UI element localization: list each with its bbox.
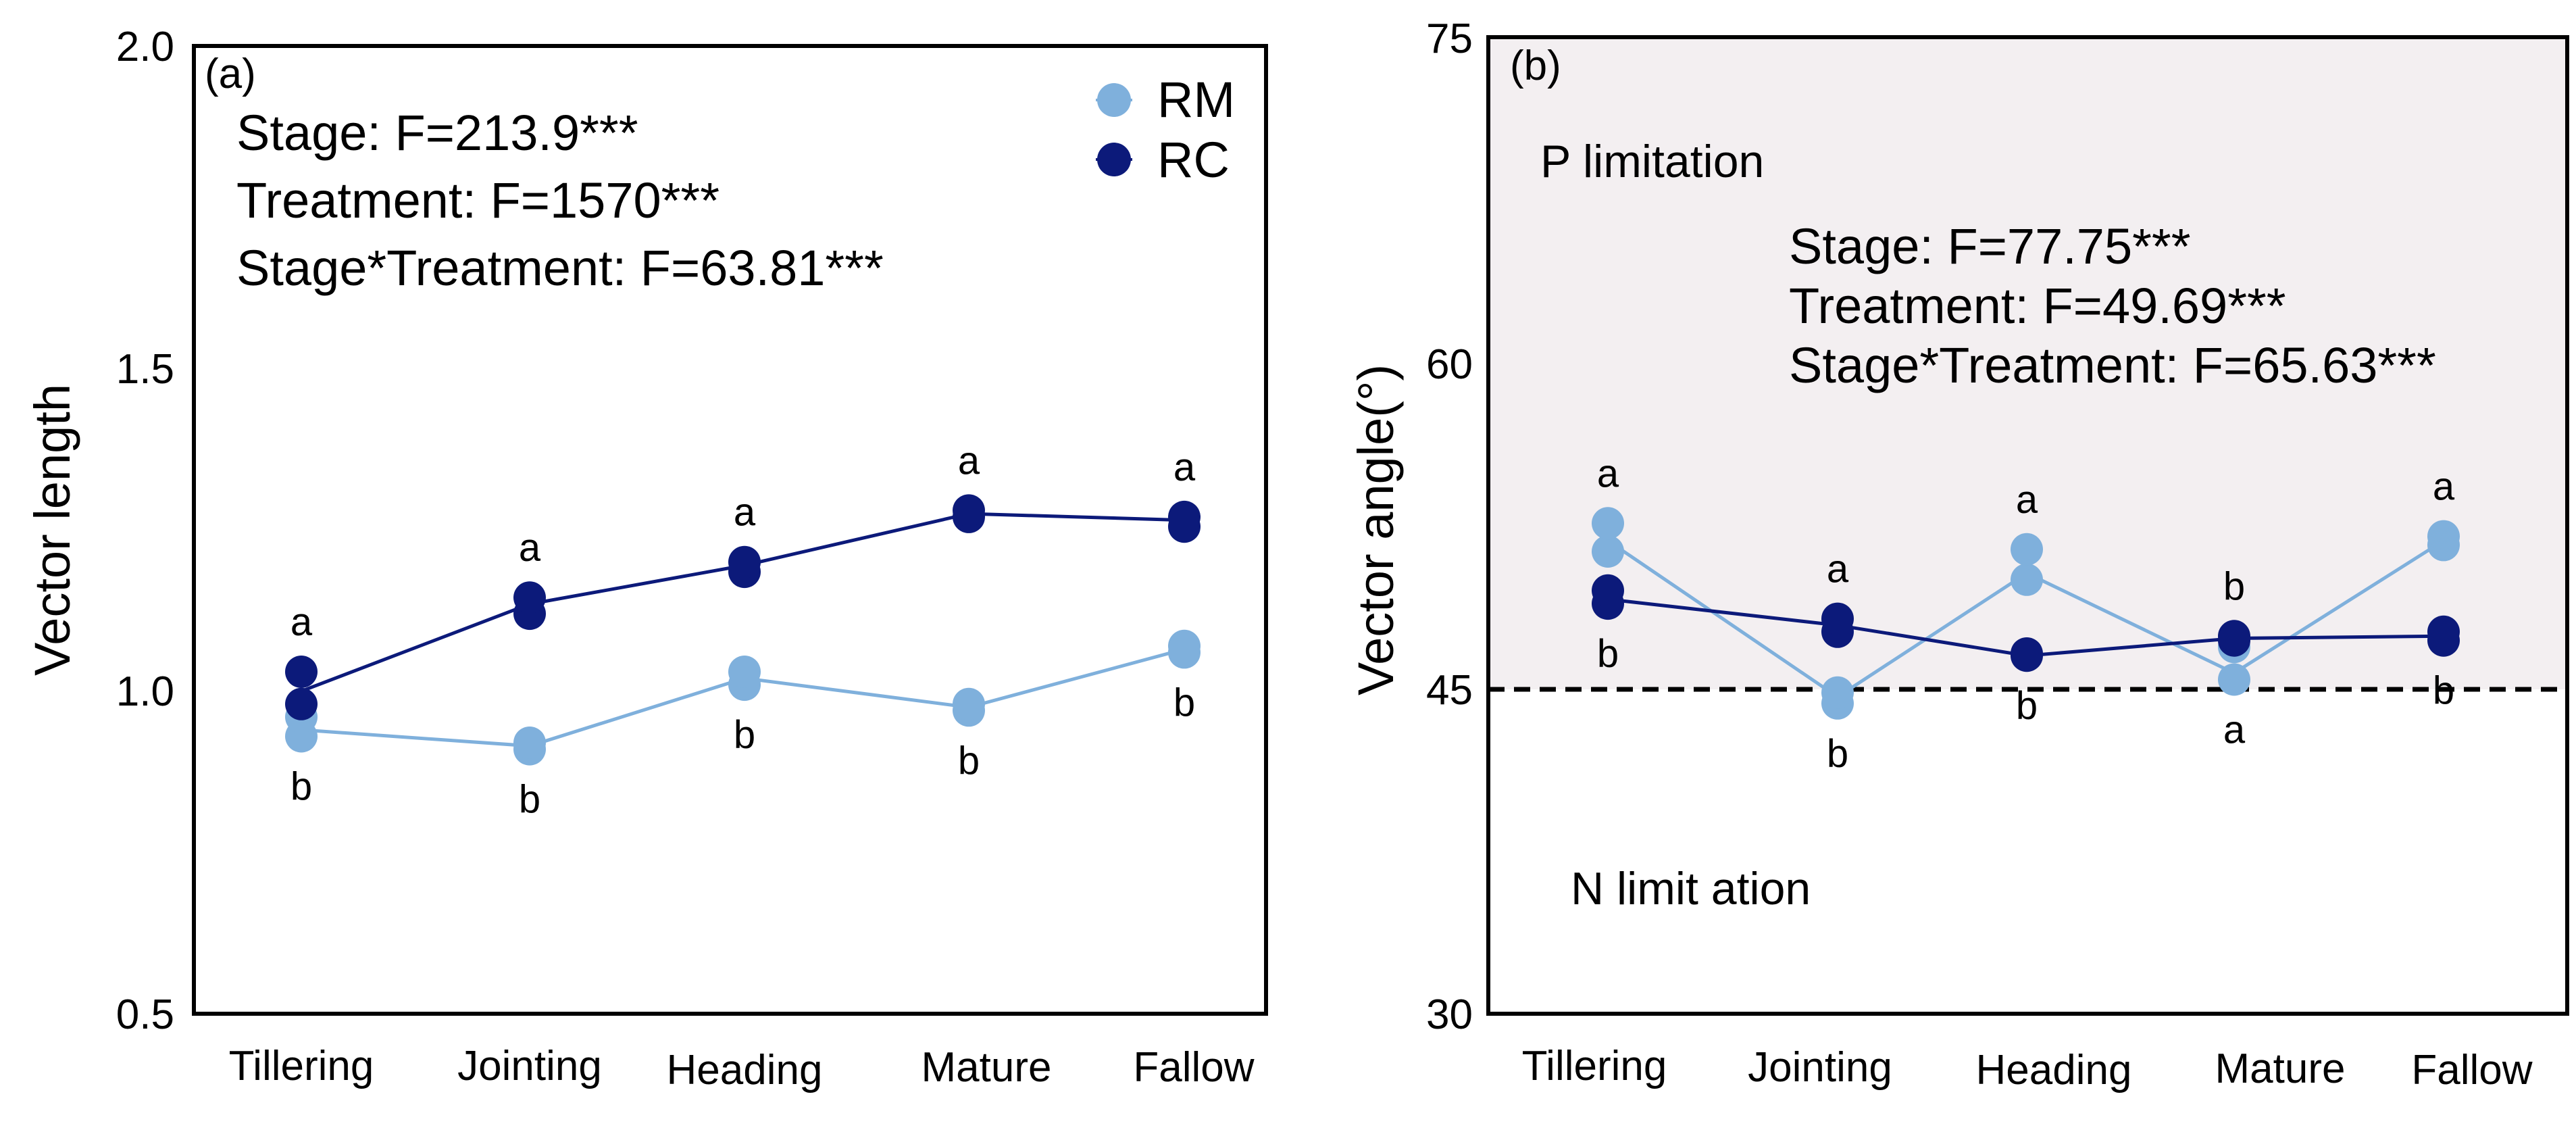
panel-a-x-tick-label: Tillering xyxy=(229,1043,374,1089)
panel-a-stat-treatment: Treatment: F=1570*** xyxy=(236,172,719,228)
panel-b-rm-significance-letter: a xyxy=(2433,465,2455,509)
panel-b-label: (b) xyxy=(1510,43,1561,89)
panel-a-x-tick-label: Heading xyxy=(667,1047,823,1093)
panel-a-y-tick-label: 0.5 xyxy=(116,991,174,1038)
legend-rc-label: RC xyxy=(1157,132,1230,188)
panel-b-rc-significance-letter: b xyxy=(2223,564,2245,608)
panel-b-rm-point xyxy=(1592,535,1624,568)
panel-b-rc-point xyxy=(2218,620,2250,653)
panel-b-x-tick-label: Heading xyxy=(1976,1047,2132,1093)
panel-a-rm-significance-letter: b xyxy=(519,778,540,822)
panel-b-stat-interaction: Stage*Treatment: F=65.63*** xyxy=(1789,337,2436,393)
panel-b-rc-point xyxy=(1592,574,1624,607)
panel-b-rm-point xyxy=(1821,676,1854,709)
panel-b-y-tick-label: 75 xyxy=(1426,16,1473,62)
panel-a-x-tick-label: Fallow xyxy=(1133,1044,1254,1091)
panel-a-rm-significance-letter: b xyxy=(958,739,980,783)
legend-rc-marker xyxy=(1097,143,1131,176)
panel-a-rc-point xyxy=(728,545,761,579)
panel-a-rc-point xyxy=(285,687,318,720)
panel-a-rc-point xyxy=(285,656,318,688)
panel-b-rm-point xyxy=(2218,663,2250,696)
panel-b-stat-treatment: Treatment: F=49.69*** xyxy=(1789,278,2286,334)
panel-a-rm-point xyxy=(1168,629,1201,662)
panel-b-rc-significance-letter: b xyxy=(2016,684,2038,728)
panel-a-plot-area xyxy=(192,44,1268,1016)
panel-b-y-tick-label: 30 xyxy=(1426,991,1473,1038)
panel-a-rm-significance-letter: b xyxy=(1173,681,1195,724)
panel-b-y-tick-label: 60 xyxy=(1426,341,1473,388)
panel-a-rc-point xyxy=(513,581,546,614)
panel-a-rm-point xyxy=(953,687,985,720)
panel-a-rm-significance-letter: b xyxy=(734,713,755,757)
panel-b-plot-area xyxy=(1486,35,2569,1016)
panel-a-y-axis-title: Vector length xyxy=(24,384,80,676)
panel-a-rc-point xyxy=(953,494,985,527)
panel-a-rm-point xyxy=(513,727,546,759)
panel-a-rc-point xyxy=(1168,500,1201,533)
panel-a-rm-point xyxy=(728,656,761,688)
panel-a-stat-interaction: Stage*Treatment: F=63.81*** xyxy=(236,240,884,296)
panel-b-y-tick-label: 45 xyxy=(1426,667,1473,714)
panel-b-rm-point xyxy=(1592,507,1624,540)
panel-a-rc-significance-letter: a xyxy=(1173,445,1196,489)
panel-b-rm-significance-letter: a xyxy=(2016,478,2038,522)
panel-a-label: (a) xyxy=(205,51,256,97)
panel-a: Vector length 0.5 1.0 1.5 2.0 Tillering … xyxy=(24,24,1268,1093)
panel-b-rm-significance-letter: b xyxy=(1827,732,1848,776)
panel-a-y-tick-label: 1.5 xyxy=(116,346,174,393)
panel-b-rm-significance-letter: a xyxy=(2223,708,2246,752)
panel-b: Vector angle(°) 30 45 60 75 Tillering Jo… xyxy=(1348,16,2569,1093)
panel-b-x-tick-label: Mature xyxy=(2215,1045,2346,1092)
legend-rm-marker xyxy=(1097,83,1131,117)
panel-a-y-tick-label: 2.0 xyxy=(116,24,174,70)
panel-b-rm-point xyxy=(2427,520,2460,553)
panel-b-rm-significance-letter: a xyxy=(1597,451,1619,495)
panel-b-x-tick-label: Jointing xyxy=(1748,1044,1892,1091)
panel-b-n-limitation-label: N limit ation xyxy=(1571,863,1811,914)
panel-b-stat-stage: Stage: F=77.75*** xyxy=(1789,218,2191,274)
panel-b-rc-point xyxy=(2011,637,2043,670)
panel-a-marks: b b b b b a a a a a xyxy=(285,439,1201,822)
panel-b-rc-point xyxy=(2427,615,2460,648)
panel-b-rm-point xyxy=(2011,563,2043,596)
panel-b-x-tick-label: Fallow xyxy=(2411,1047,2532,1093)
panel-a-x-tick-label: Jointing xyxy=(457,1043,602,1089)
panel-a-rc-significance-letter: a xyxy=(291,600,313,644)
panel-a-rc-significance-letter: a xyxy=(734,491,756,535)
panel-a-rc-significance-letter: a xyxy=(958,439,980,483)
panel-b-y-axis-title: Vector angle(°) xyxy=(1348,364,1404,695)
legend-rm-label: RM xyxy=(1157,72,1235,128)
panel-b-x-tick-label: Tillering xyxy=(1522,1043,1667,1089)
panel-b-marks: a b a a a b a b b b xyxy=(1592,451,2460,776)
panel-a-stat-stage: Stage: F=213.9*** xyxy=(236,105,638,161)
panel-a-x-tick-label: Mature xyxy=(921,1044,1052,1091)
panel-b-rm-point xyxy=(2011,533,2043,566)
panel-b-rc-significance-letter: b xyxy=(1597,632,1619,676)
panel-a-rc-significance-letter: a xyxy=(519,526,541,570)
panel-b-rc-significance-letter: b xyxy=(2433,669,2454,713)
panel-a-rm-significance-letter: b xyxy=(291,765,312,809)
panel-b-rc-significance-letter: a xyxy=(1827,547,1849,591)
panel-b-p-limitation-label: P limitation xyxy=(1540,136,1764,187)
legend: RM RC xyxy=(1096,72,1235,188)
panel-a-y-tick-label: 1.0 xyxy=(116,668,174,715)
panel-b-rc-point xyxy=(1821,602,1854,635)
